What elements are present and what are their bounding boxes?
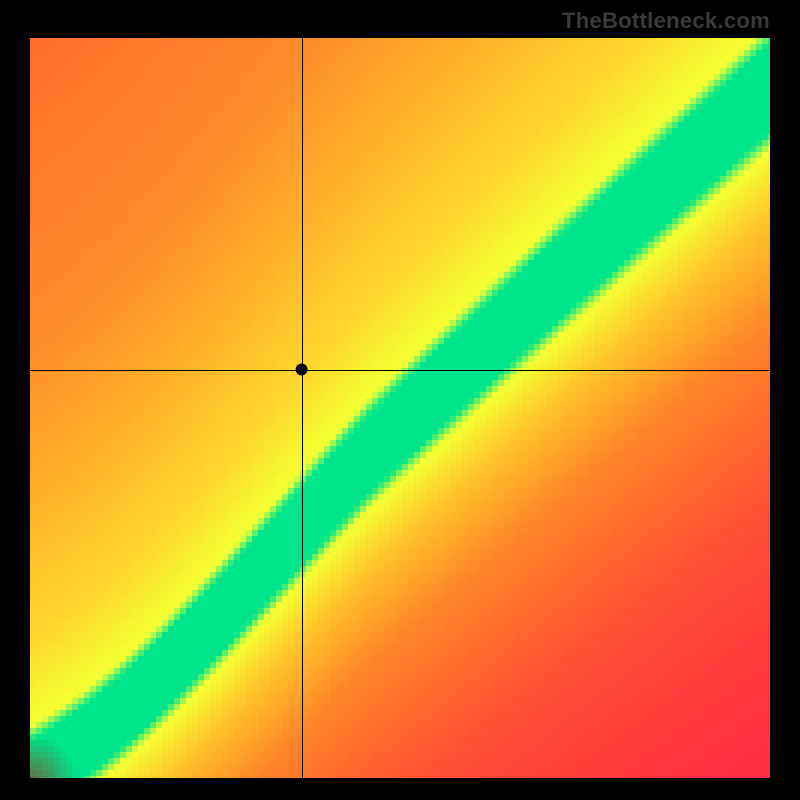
chart-frame: TheBottleneck.com (0, 0, 800, 800)
overlay-canvas (30, 38, 770, 778)
watermark-text: TheBottleneck.com (562, 8, 770, 34)
plot-area (30, 38, 770, 778)
